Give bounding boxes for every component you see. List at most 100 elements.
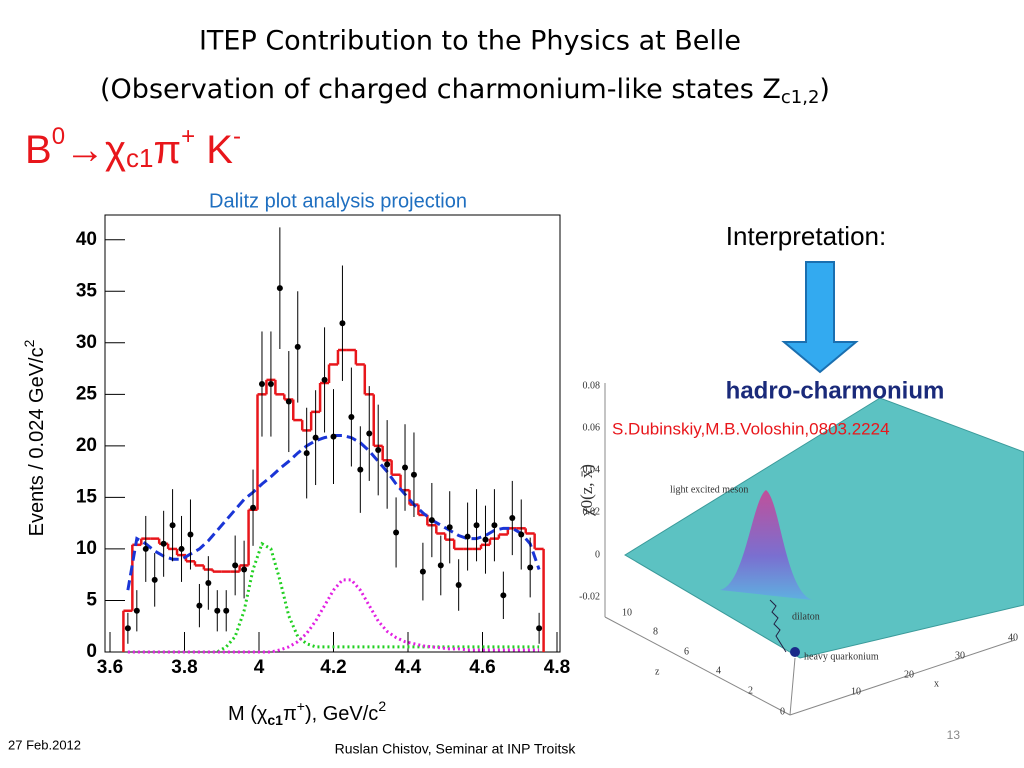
footer-author: Ruslan Chistov, Seminar at INP Troitsk (335, 741, 577, 757)
reference: S.Dubinskiy,M.B.Voloshin,0803.2224 (612, 419, 890, 438)
data-point (437, 562, 444, 569)
fig-y-tick: 0.06 (583, 422, 601, 433)
y-tick-label: 10 (76, 538, 97, 559)
data-point (187, 531, 194, 538)
x-tick-label: 4.8 (544, 657, 570, 678)
data-point (285, 398, 292, 405)
data-point (446, 524, 453, 531)
x-tick-label: 4.6 (469, 657, 495, 678)
fig-plane (624, 397, 1024, 659)
chart-title: Dalitz plot analysis projection (209, 190, 467, 212)
y-tick-label: 25 (76, 383, 98, 404)
data-point (232, 562, 239, 569)
data-point (133, 607, 140, 614)
fig-z-tick: 4 (716, 665, 721, 676)
fig-x-tick: 20 (904, 669, 914, 680)
fig-x-tick: 10 (851, 686, 861, 697)
data-point (241, 566, 248, 573)
data-point (267, 381, 274, 388)
x-tick-label: 4.2 (320, 657, 346, 678)
data-point (214, 607, 221, 614)
y-tick-label: 15 (76, 486, 98, 507)
fig-path (769, 599, 787, 653)
data-point (536, 625, 543, 632)
x-tick-label: 4.4 (395, 657, 422, 678)
data-point (357, 466, 364, 473)
fig-x-tick: 30 (955, 650, 965, 661)
data-point (294, 343, 301, 350)
fig-edge (789, 657, 796, 716)
data-point (258, 381, 265, 388)
data-point (151, 576, 158, 583)
y-tick-label: 20 (76, 435, 97, 456)
fig-y-tick: 0.02 (583, 506, 601, 517)
data-point (527, 564, 534, 571)
data-point (500, 592, 507, 599)
fig-z-tick: 0 (780, 706, 785, 717)
arrow (781, 261, 859, 374)
data-point (169, 522, 176, 529)
x-tick-label: 3.8 (171, 657, 197, 678)
y-axis-label: Events / 0.024 GeV/c2 (21, 339, 49, 536)
data-point (518, 531, 525, 538)
y-tick-label: 40 (76, 229, 97, 250)
fig-z-tick: 8 (653, 626, 658, 637)
data-point (124, 625, 131, 632)
fig-y-label: χ0(z, x̄) (577, 464, 596, 517)
data-point (375, 446, 382, 453)
data-point (464, 533, 471, 540)
interpretation-name: hadro-charmonium (726, 377, 945, 404)
fig-annotation: light excited meson (670, 484, 748, 495)
fig-x-tick: 40 (1008, 632, 1018, 643)
data-point (196, 602, 203, 609)
data-point (473, 522, 480, 529)
x-axis-label: M (χc1π+), GeV/c2 (228, 698, 386, 728)
fig-annotation: dilaton (792, 611, 820, 622)
data-point (366, 430, 373, 437)
data-point (250, 504, 257, 511)
x-tick-label: 3.6 (97, 657, 123, 678)
data-point (393, 529, 400, 536)
slide-subtitle: (Observation of charged charmonium-like … (100, 74, 830, 109)
data-point (482, 536, 489, 543)
fig-y-tick: 0 (595, 549, 600, 560)
fig-edge (604, 616, 791, 716)
data-point (384, 461, 391, 468)
data-point (491, 522, 498, 529)
figure: 0.08 0.06 0.04 0.02 0 -0.02 χ0(z, x̄) li… (577, 380, 1024, 717)
data-point (339, 320, 346, 327)
fig-z-tick: 6 (684, 646, 689, 657)
data-point (428, 517, 435, 524)
data-point (410, 471, 417, 478)
data-point (330, 433, 337, 440)
fit-curve (127, 541, 540, 654)
data-point (312, 434, 319, 441)
fig-y-tick: -0.02 (579, 591, 600, 602)
y-tick-label: 35 (76, 280, 98, 301)
page-number: 13 (947, 728, 961, 742)
x-tick-label: 4 (254, 657, 265, 678)
data-point (178, 545, 185, 552)
data-point (455, 582, 462, 589)
fit-curve (127, 578, 540, 654)
y-tick-label: 30 (76, 332, 97, 353)
y-tick-label: 5 (86, 589, 97, 610)
data-point (276, 285, 283, 292)
decay: B0→χc1π+ K- (25, 123, 241, 173)
data-point (402, 464, 409, 471)
data-point (223, 607, 230, 614)
data-point (509, 515, 516, 522)
data-point (142, 545, 149, 552)
data-point (205, 579, 212, 586)
y-tick-label: 0 (86, 641, 97, 662)
fig-dot (790, 647, 800, 657)
slide-title: ITEP Contribution to the Physics at Bell… (199, 26, 741, 57)
fig-annotation: heavy quarkonium (804, 651, 879, 662)
fig-z-label: z (655, 666, 660, 677)
data-point (348, 414, 355, 421)
fig-edge (789, 639, 1016, 716)
fig-y-tick: 0.08 (583, 380, 601, 391)
data-point (321, 376, 328, 383)
data-point (419, 568, 426, 575)
